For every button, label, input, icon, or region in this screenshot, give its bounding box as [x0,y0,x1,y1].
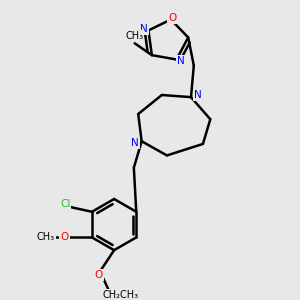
Text: N: N [194,90,202,100]
Text: CH₃: CH₃ [125,32,143,41]
Text: CH₃: CH₃ [37,232,55,242]
Text: N: N [131,138,139,148]
Text: O: O [60,232,69,242]
Text: N: N [177,56,185,66]
Text: Cl: Cl [60,199,70,209]
Text: N: N [140,24,148,34]
Text: CH₂CH₃: CH₂CH₃ [102,290,138,300]
Text: O: O [94,270,103,280]
Text: O: O [168,13,176,23]
